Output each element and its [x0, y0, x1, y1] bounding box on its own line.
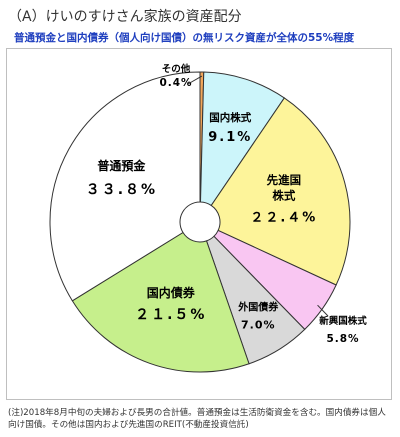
- pie-slice-5: [71, 231, 250, 373]
- chart-frame: [6, 48, 392, 400]
- pie-slice-1: [199, 71, 286, 207]
- slice-label-3: 新興国株式: [319, 315, 367, 327]
- slice-value-0: 0.4%: [159, 77, 192, 89]
- leader-line-0: [187, 75, 203, 85]
- slice-label-5: 国内債券: [147, 285, 196, 300]
- slice-value-5: ２１.５%: [135, 307, 206, 323]
- slice-label-2-line-1: 株式: [272, 188, 295, 202]
- slice-label-4: 外国債券: [237, 300, 279, 313]
- slice-value-2: ２２.４%: [250, 210, 317, 225]
- slice-value-1: 9.1%: [208, 130, 252, 145]
- page-title: （A）けいのすけさん家族の資産配分: [8, 9, 242, 25]
- slice-label-0: その他: [162, 63, 191, 75]
- slice-label-2-line-0: 先進国: [267, 173, 302, 187]
- slice-label-6: 普通預金: [97, 158, 146, 173]
- slice-value-3: 5.8%: [326, 333, 359, 345]
- leader-line-3: [317, 304, 329, 317]
- slice-value-6: ３３.８%: [86, 182, 157, 198]
- slice-label-1: 国内株式: [209, 111, 251, 124]
- pie-slice-6: [49, 71, 201, 302]
- footnote: (注)2018年8月中旬の夫婦および長男の合計値。普通預金は生活防衛資金を含む。…: [8, 408, 386, 430]
- pie-slice-2: [210, 97, 351, 286]
- slice-value-4: 7.0%: [241, 318, 276, 331]
- chart-subtitle: 普通預金と国内債券（個人向け国債）の無リスク資産が全体の55%程度: [14, 32, 355, 44]
